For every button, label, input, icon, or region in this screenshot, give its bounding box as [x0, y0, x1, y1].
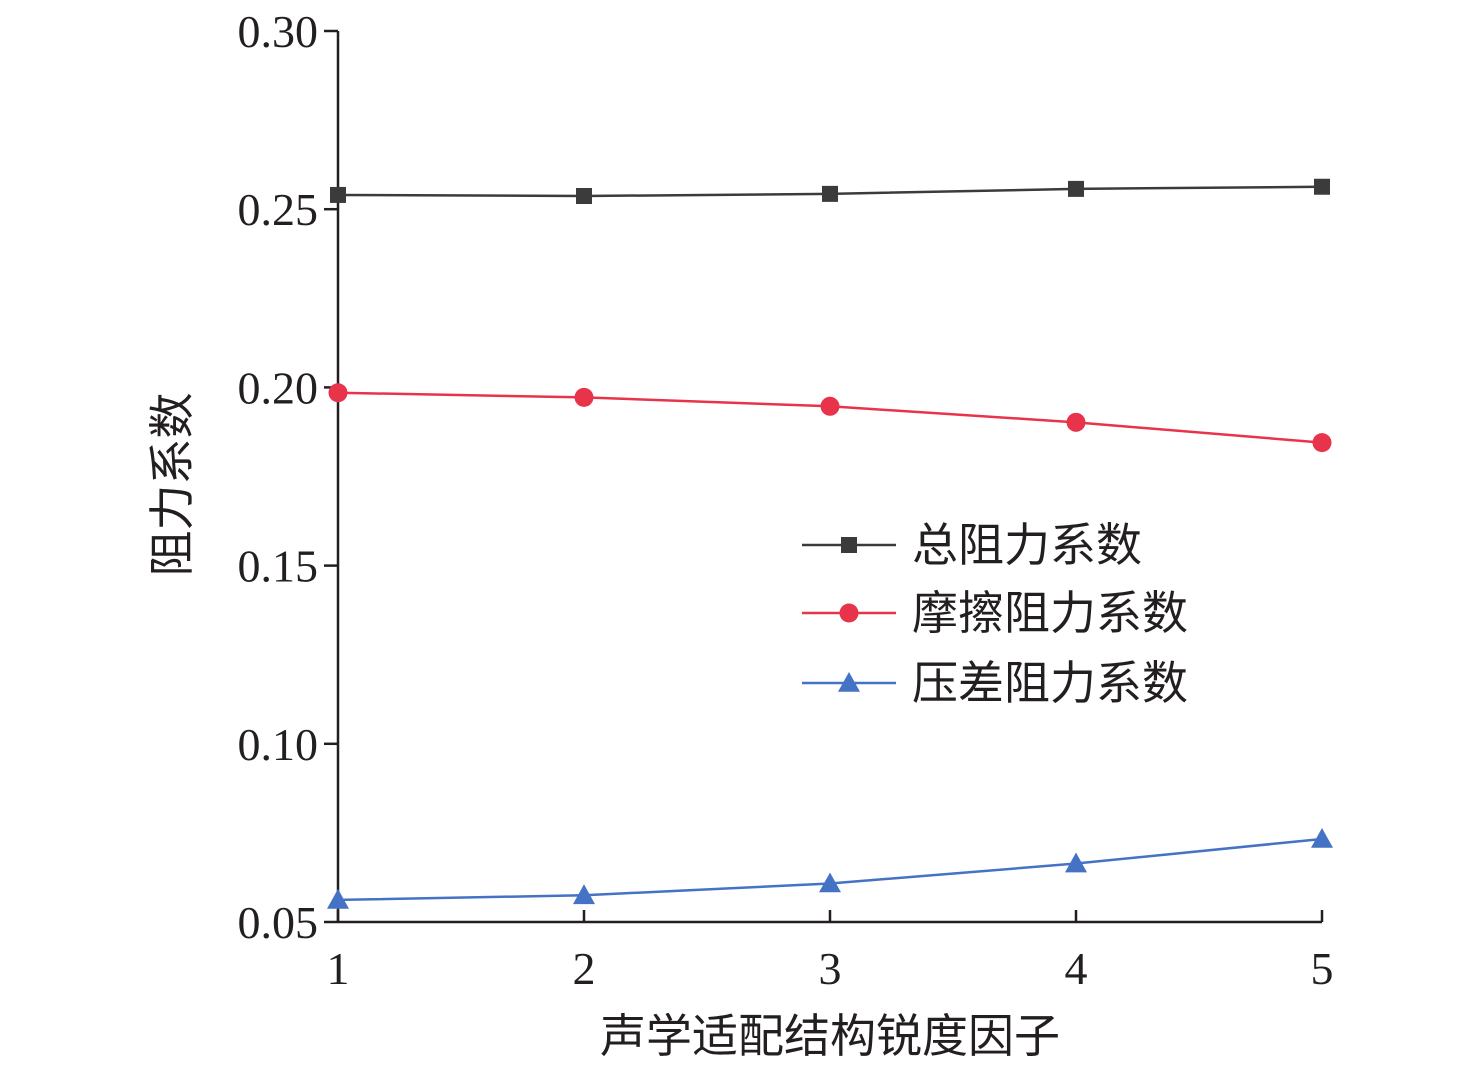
- x-ticks: 1 2 3 4 5: [327, 910, 1334, 994]
- legend-item: 压差阻力系数: [802, 656, 1188, 710]
- data-point: [1312, 433, 1332, 453]
- legend-marker: [841, 537, 857, 553]
- legend-label: 摩擦阻力系数: [912, 586, 1188, 640]
- data-point: [328, 383, 348, 403]
- x-tick-label: 4: [1065, 943, 1088, 994]
- y-tick-label: 0.30: [238, 6, 319, 57]
- x-tick-label: 1: [327, 943, 350, 994]
- data-point: [576, 188, 592, 205]
- y-tick-label: 0.15: [238, 541, 319, 592]
- y-tick-label: 0.25: [238, 184, 319, 235]
- data-point: [574, 387, 594, 407]
- legend-marker: [839, 603, 859, 623]
- data-point: [820, 396, 840, 416]
- series-1: [330, 178, 1330, 205]
- data-point: [1068, 180, 1084, 197]
- series-2: [328, 383, 1332, 453]
- legend-label: 压差阻力系数: [912, 656, 1188, 710]
- data-point: [1065, 852, 1087, 873]
- data-point: [1066, 412, 1086, 432]
- y-ticks: 0.05 0.10 0.15 0.20 0.25 0.30: [238, 6, 338, 948]
- data-point: [819, 872, 841, 893]
- legend-item: 总阻力系数: [802, 518, 1142, 572]
- axes: [336, 31, 1322, 924]
- y-tick-label: 0.05: [238, 897, 319, 948]
- data-point: [330, 186, 346, 203]
- y-tick-label: 0.20: [238, 362, 319, 413]
- data-point: [1314, 178, 1330, 195]
- x-tick-label: 3: [819, 943, 842, 994]
- x-axis-title: 声学适配结构锐度因子: [600, 1009, 1060, 1063]
- legend-label: 总阻力系数: [912, 518, 1142, 572]
- data-point: [1311, 827, 1333, 848]
- legend-item: 摩擦阻力系数: [802, 586, 1188, 640]
- y-tick-label: 0.10: [238, 719, 319, 770]
- legend-marker: [838, 672, 860, 692]
- data-point: [327, 888, 349, 909]
- x-tick-label: 2: [573, 943, 596, 994]
- series-layer: [327, 178, 1333, 909]
- series-3: [327, 827, 1333, 909]
- y-axis-title: 阻力系数: [145, 393, 199, 577]
- x-tick-label: 5: [1311, 943, 1334, 994]
- data-point: [573, 884, 595, 905]
- data-point: [822, 185, 838, 202]
